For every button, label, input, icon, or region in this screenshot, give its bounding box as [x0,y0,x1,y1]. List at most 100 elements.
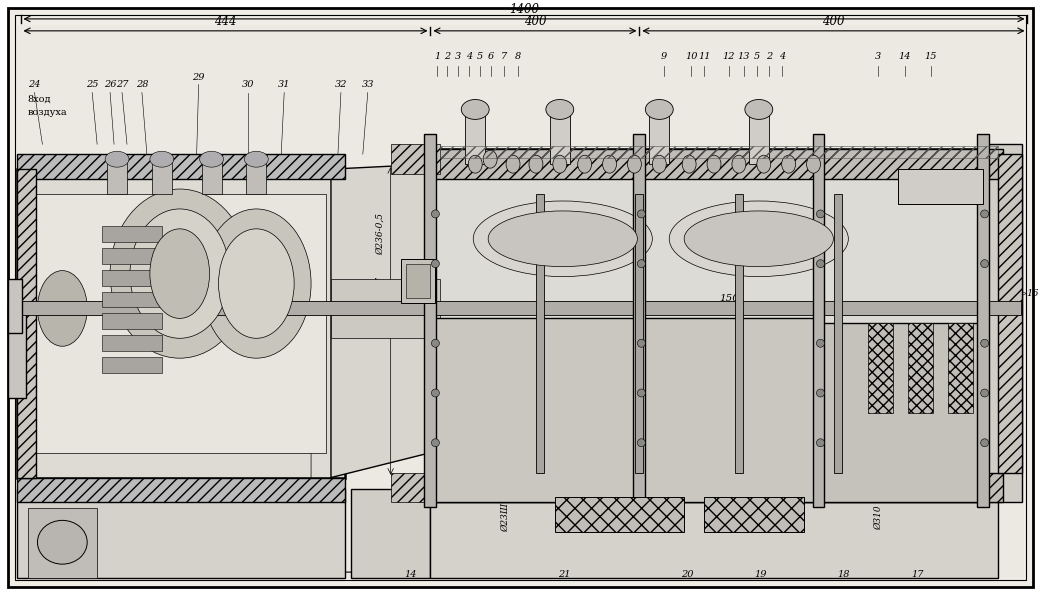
Ellipse shape [483,150,498,168]
Bar [17,478,345,503]
Text: 13: 13 [738,52,751,61]
Bar [431,149,1002,472]
Text: 3: 3 [875,52,882,61]
Bar [102,335,161,351]
Ellipse shape [431,260,439,268]
Text: 14: 14 [898,52,911,61]
Ellipse shape [637,389,645,397]
Ellipse shape [981,260,989,268]
Text: 25: 25 [86,80,99,89]
Ellipse shape [202,209,311,358]
Bar [465,114,485,164]
Text: 150: 150 [719,294,739,303]
Ellipse shape [816,260,824,268]
Ellipse shape [461,99,489,120]
Bar [390,472,440,503]
Text: Ø236-0,5: Ø236-0,5 [376,213,385,255]
Ellipse shape [200,151,224,167]
Ellipse shape [732,155,745,173]
Ellipse shape [578,155,591,173]
Bar [102,357,161,373]
Bar [17,488,345,578]
Text: 22: 22 [48,570,60,578]
Ellipse shape [488,211,637,266]
Bar [27,509,97,578]
Ellipse shape [637,339,645,348]
Bar [406,263,431,298]
Text: 11: 11 [697,52,710,61]
Text: Ø310: Ø310 [873,505,883,530]
Bar [425,134,436,507]
Ellipse shape [37,271,87,346]
Bar [202,162,222,194]
Ellipse shape [816,389,824,397]
Ellipse shape [553,155,566,173]
Ellipse shape [816,210,824,218]
Text: 3: 3 [455,52,461,61]
Bar [440,146,997,158]
Text: 31: 31 [278,80,290,89]
Text: 27: 27 [116,80,128,89]
Bar [735,194,743,472]
Ellipse shape [219,229,295,338]
Text: Ø363: Ø363 [635,505,644,530]
Bar [247,162,266,194]
Text: Ø235: Ø235 [725,505,734,530]
Text: 23: 23 [15,369,27,378]
Text: 19: 19 [755,570,767,578]
Ellipse shape [637,439,645,447]
Bar [431,149,1002,179]
Ellipse shape [807,155,820,173]
Bar [976,134,989,507]
Ellipse shape [110,189,250,358]
Text: Ø23Ш: Ø23Ш [501,503,510,532]
Bar [102,269,161,285]
Ellipse shape [474,201,653,276]
Text: 9: 9 [661,52,667,61]
Text: 2: 2 [765,52,771,61]
Text: 17: 17 [912,570,924,578]
Text: 30: 30 [243,80,255,89]
Text: 2: 2 [445,52,451,61]
Bar [748,114,768,164]
Bar [107,162,127,194]
Bar [555,497,684,532]
Text: 32: 32 [334,80,347,89]
Bar [997,155,1022,472]
Ellipse shape [981,339,989,348]
Bar [704,497,804,532]
Ellipse shape [745,99,772,120]
Ellipse shape [529,155,543,173]
Bar [868,323,893,413]
Bar [835,194,842,472]
Polygon shape [331,164,431,478]
Text: 14: 14 [404,570,416,578]
Bar [102,247,161,263]
Bar [536,194,543,472]
Ellipse shape [637,260,645,268]
Ellipse shape [628,155,641,173]
Ellipse shape [431,339,439,348]
Ellipse shape [603,155,616,173]
Bar [17,169,345,478]
Text: 6: 6 [488,52,494,61]
Ellipse shape [816,339,824,348]
Ellipse shape [431,389,439,397]
Text: 1400: 1400 [509,3,539,16]
Bar [633,134,645,507]
Ellipse shape [637,210,645,218]
Text: 20: 20 [681,570,693,578]
Ellipse shape [431,210,439,218]
Bar [813,134,824,507]
Text: 1: 1 [434,52,440,61]
Text: Ø250: Ø250 [305,420,313,445]
Ellipse shape [981,210,989,218]
Text: 877: 877 [379,556,402,569]
Bar [983,144,1022,503]
Ellipse shape [653,155,666,173]
Text: 4: 4 [466,52,473,61]
Bar [331,279,440,338]
Ellipse shape [682,155,696,173]
Ellipse shape [684,211,834,266]
Ellipse shape [245,151,269,167]
